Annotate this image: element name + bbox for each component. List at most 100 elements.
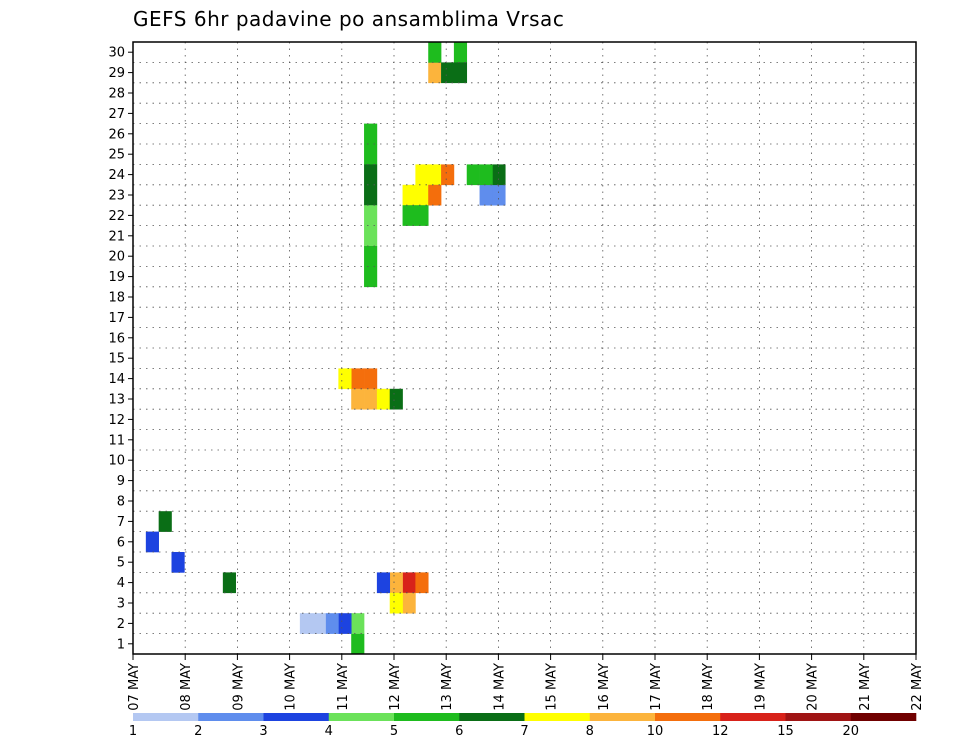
heatmap-cell <box>479 164 493 186</box>
heatmap-cell <box>364 266 378 288</box>
heatmap-cell <box>389 388 403 410</box>
y-tick-label: 22 <box>108 209 125 224</box>
x-tick-label: 22 MAY <box>910 663 925 711</box>
x-tick-label: 14 MAY <box>492 663 507 711</box>
legend-label: 3 <box>259 724 267 739</box>
y-tick-label: 3 <box>117 597 125 612</box>
y-tick-label: 19 <box>108 270 125 285</box>
heatmap-cell <box>364 368 378 390</box>
y-tick-label: 11 <box>108 433 125 448</box>
y-tick-label: 28 <box>108 87 125 102</box>
legend-label: 5 <box>390 724 398 739</box>
y-tick-label: 7 <box>117 515 125 530</box>
grid-layer <box>133 42 916 654</box>
heatmap-cell <box>402 184 416 206</box>
heatmap-cell <box>402 592 416 614</box>
legend-swatch <box>394 713 460 721</box>
legend-label: 10 <box>647 724 664 739</box>
y-tick-label: 6 <box>117 535 125 550</box>
x-tick-label: 17 MAY <box>649 663 664 711</box>
legend-label: 6 <box>455 724 463 739</box>
heatmap-cell <box>364 246 378 267</box>
heatmap-cell <box>415 184 429 206</box>
x-tick-label: 18 MAY <box>701 663 716 711</box>
heatmap-cell <box>171 552 185 573</box>
y-tick-label: 27 <box>108 107 125 122</box>
x-tick-label: 07 MAY <box>127 663 142 711</box>
x-tick-label: 09 MAY <box>231 663 246 711</box>
legend-label: 20 <box>842 724 859 739</box>
heatmap-cell <box>402 572 416 594</box>
heatmap-cell <box>428 62 442 84</box>
legend-label: 2 <box>194 724 202 739</box>
heatmap-cell <box>453 62 468 84</box>
y-tick-label: 20 <box>108 250 125 265</box>
x-axis: 07 MAY 08 MAY 09 MAY 10 MAY 11 MAY 12 MAY 13 M… <box>127 654 925 711</box>
legend-swatch <box>328 713 395 721</box>
legend-label: 1 <box>129 724 137 739</box>
heatmap-cell <box>441 164 455 186</box>
heatmap-cell <box>402 205 416 226</box>
legend-label: 12 <box>712 724 729 739</box>
legend-label: 4 <box>325 724 333 739</box>
plot-frame <box>132 41 917 655</box>
heatmap-cell <box>325 613 339 634</box>
y-tick-label: 26 <box>108 127 125 142</box>
x-tick-label: 10 MAY <box>284 663 299 711</box>
legend-swatch <box>850 713 917 721</box>
x-tick-label: 16 MAY <box>597 663 612 711</box>
heatmap-cell <box>299 613 314 634</box>
y-tick-label: 17 <box>108 311 125 326</box>
legend-label: 7 <box>520 724 528 739</box>
heatmap-cell <box>453 42 468 63</box>
y-tick-label: 15 <box>108 352 125 367</box>
y-tick-label: 23 <box>108 189 125 204</box>
heatmap-cell <box>415 164 429 186</box>
heatmap-cell <box>492 184 506 206</box>
y-tick-label: 9 <box>117 474 125 489</box>
heatmap-cell <box>351 613 365 634</box>
heatmap-cell <box>479 184 493 206</box>
heatmap-cell <box>428 42 442 63</box>
y-tick-label: 30 <box>108 46 125 61</box>
heatmap-cell <box>376 388 391 410</box>
heatmap-cell <box>376 572 391 594</box>
x-tick-label: 19 MAY <box>753 663 768 711</box>
legend-swatch <box>459 713 525 721</box>
heatmap-cell <box>492 164 506 186</box>
legend-swatch <box>263 713 330 721</box>
y-tick-label: 5 <box>117 556 125 571</box>
heatmap-cell <box>441 62 455 84</box>
heatmap-cell <box>364 184 378 206</box>
legend-label: 8 <box>586 724 594 739</box>
heatmap-cell <box>364 164 378 186</box>
heatmap-cell <box>351 368 365 390</box>
x-tick-label: 13 MAY <box>440 663 455 711</box>
heatmap-cell <box>364 144 378 165</box>
legend-swatch <box>655 713 721 721</box>
y-tick-label: 8 <box>117 495 125 510</box>
legend-swatch <box>524 713 591 721</box>
heatmap-cell <box>364 205 378 226</box>
heatmap-cell <box>415 572 429 594</box>
y-tick-label: 2 <box>117 617 125 632</box>
heatmap-cell <box>312 613 326 634</box>
heatmap-cell <box>389 572 403 594</box>
legend-swatch <box>133 713 199 721</box>
y-axis: 1234567891011121314151617181920212223242… <box>108 46 133 652</box>
y-tick-label: 13 <box>108 393 125 408</box>
heatmap-cell <box>428 184 442 206</box>
y-tick-label: 25 <box>108 148 125 163</box>
y-tick-label: 21 <box>108 229 125 244</box>
heatmap-cell <box>364 388 378 410</box>
heatmap-cell <box>158 511 172 532</box>
heatmap-cell <box>428 164 442 186</box>
x-tick-label: 08 MAY <box>179 663 194 711</box>
x-tick-label: 11 MAY <box>336 663 351 711</box>
y-tick-label: 4 <box>117 576 125 591</box>
y-tick-label: 1 <box>117 637 125 652</box>
heatmap-cell <box>338 613 352 634</box>
y-tick-label: 29 <box>108 66 125 81</box>
x-tick-label: 12 MAY <box>388 663 403 711</box>
